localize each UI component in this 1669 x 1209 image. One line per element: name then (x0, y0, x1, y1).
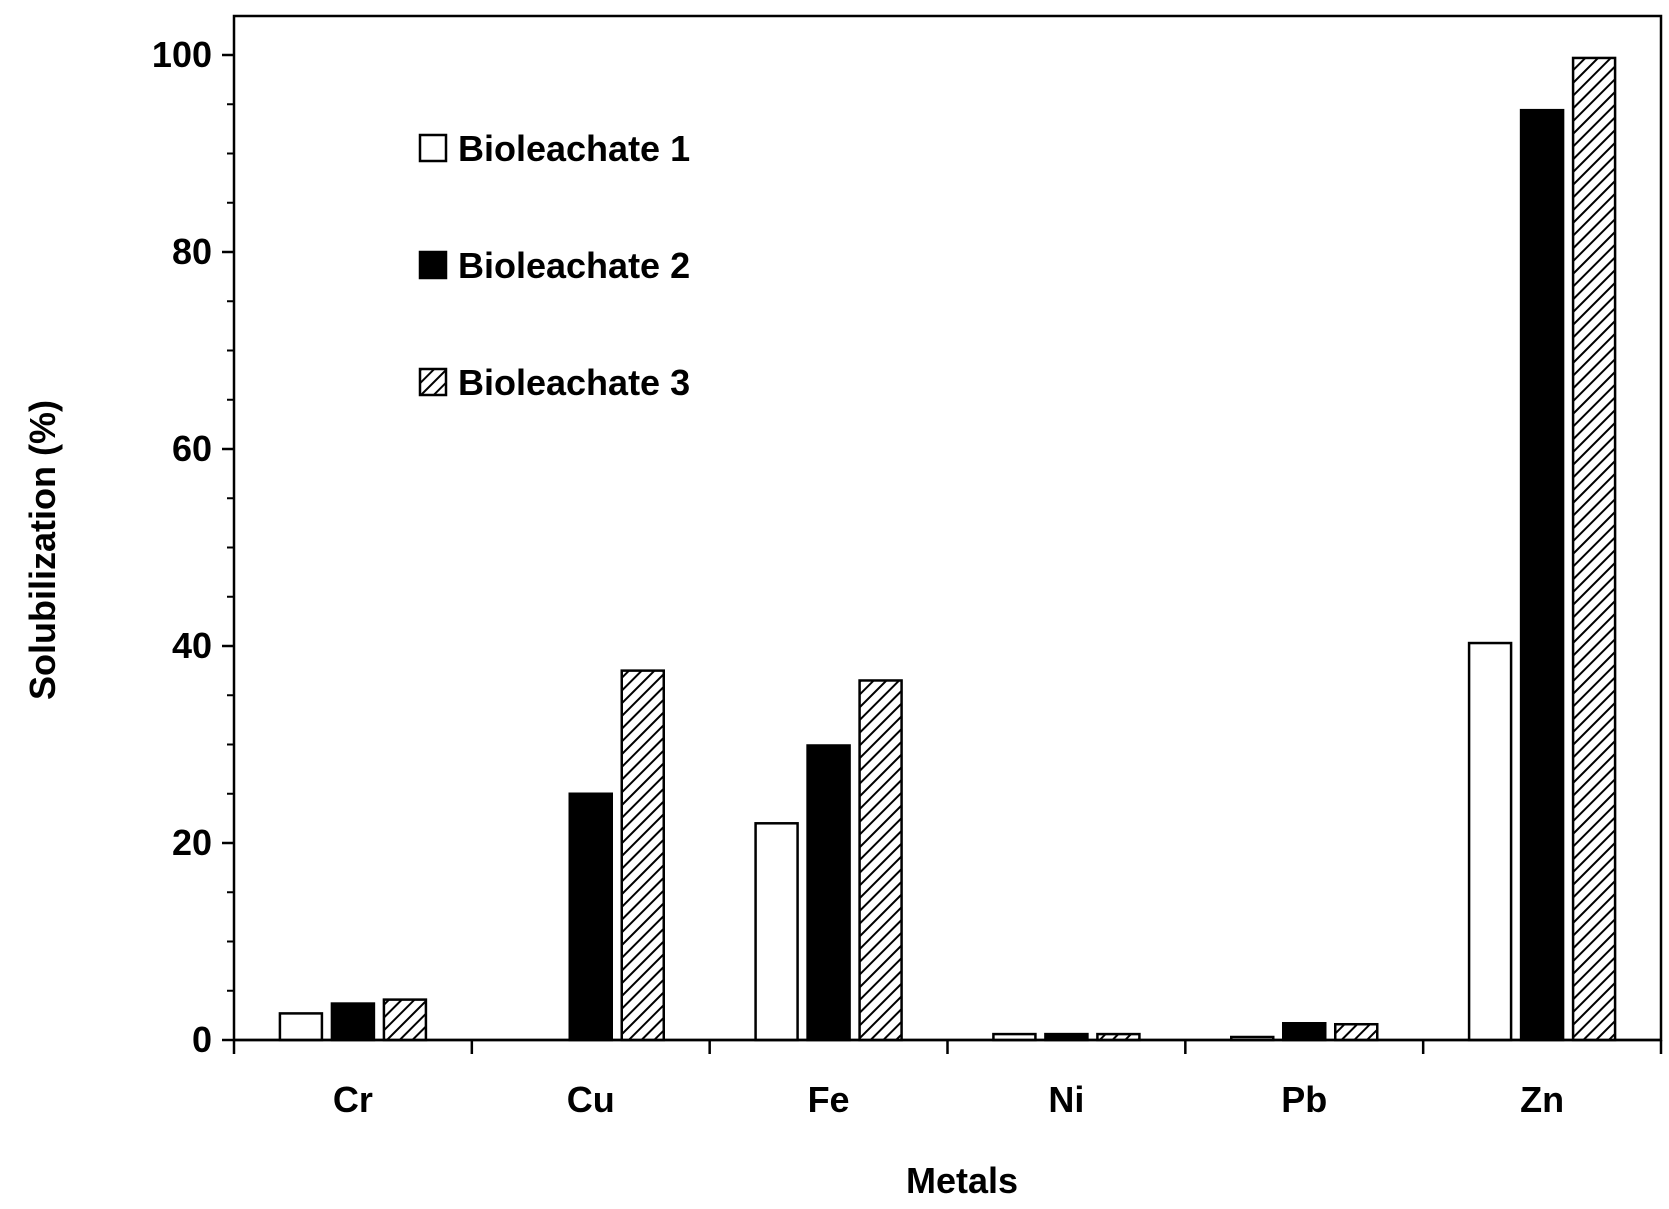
bar-bioleachate-3-fe (858, 679, 903, 1042)
bar-bioleachate-3-cu (620, 669, 665, 1042)
plot-area (232, 14, 1663, 1042)
y-tick-label: 20 (172, 822, 212, 863)
legend-label-bioleachate-1: Bioleachate 1 (458, 128, 690, 169)
bar-bioleachate-2-pb (1282, 1022, 1327, 1042)
y-axis-title: Solubilization (%) (22, 400, 63, 700)
bar-bioleachate-3-zn (1571, 56, 1617, 1042)
legend: Bioleachate 1 Bioleachate 2 Bioleachate 3 (418, 128, 690, 403)
plot-frame (232, 14, 1663, 1042)
bar-bioleachate-1-cr (278, 1012, 324, 1042)
axes-layer: 0 20 40 60 80 100 Cr Cu Fe Ni Pb Zn (152, 34, 1663, 1120)
y-tick-label: 40 (172, 625, 212, 666)
legend-swatch-bioleachate-3 (418, 367, 448, 397)
bar-bioleachate-2-cr (330, 1002, 376, 1042)
legend-label-bioleachate-2: Bioleachate 2 (458, 245, 690, 286)
x-tick-label-cr: Cr (333, 1079, 373, 1120)
bar-bioleachate-1-fe (754, 822, 799, 1042)
x-tick-label-ni: Ni (1048, 1079, 1084, 1120)
x-tick-label-zn: Zn (1520, 1079, 1564, 1120)
x-tick-label-fe: Fe (808, 1079, 850, 1120)
bars-layer (278, 56, 1617, 1042)
x-tick-label-cu: Cu (567, 1079, 615, 1120)
y-tick-label: 60 (172, 428, 212, 469)
bar-bioleachate-3-cr (382, 998, 428, 1042)
x-axis-title: Metals (906, 1160, 1018, 1201)
y-tick-label: 0 (192, 1019, 212, 1060)
bar-bioleachate-2-cu (568, 792, 613, 1042)
legend-swatch-bioleachate-2 (418, 250, 448, 280)
bar-bioleachate-3-pb (1334, 1022, 1379, 1042)
legend-swatch-bioleachate-1 (418, 133, 448, 163)
legend-label-bioleachate-3: Bioleachate 3 (458, 362, 690, 403)
bar-bioleachate-2-fe (806, 744, 851, 1042)
x-tick-label-pb: Pb (1281, 1079, 1327, 1120)
bar-bioleachate-1-zn (1467, 641, 1513, 1042)
bar-bioleachate-2-zn (1519, 108, 1565, 1042)
y-tick-label: 100 (152, 34, 212, 75)
y-tick-label: 80 (172, 231, 212, 272)
